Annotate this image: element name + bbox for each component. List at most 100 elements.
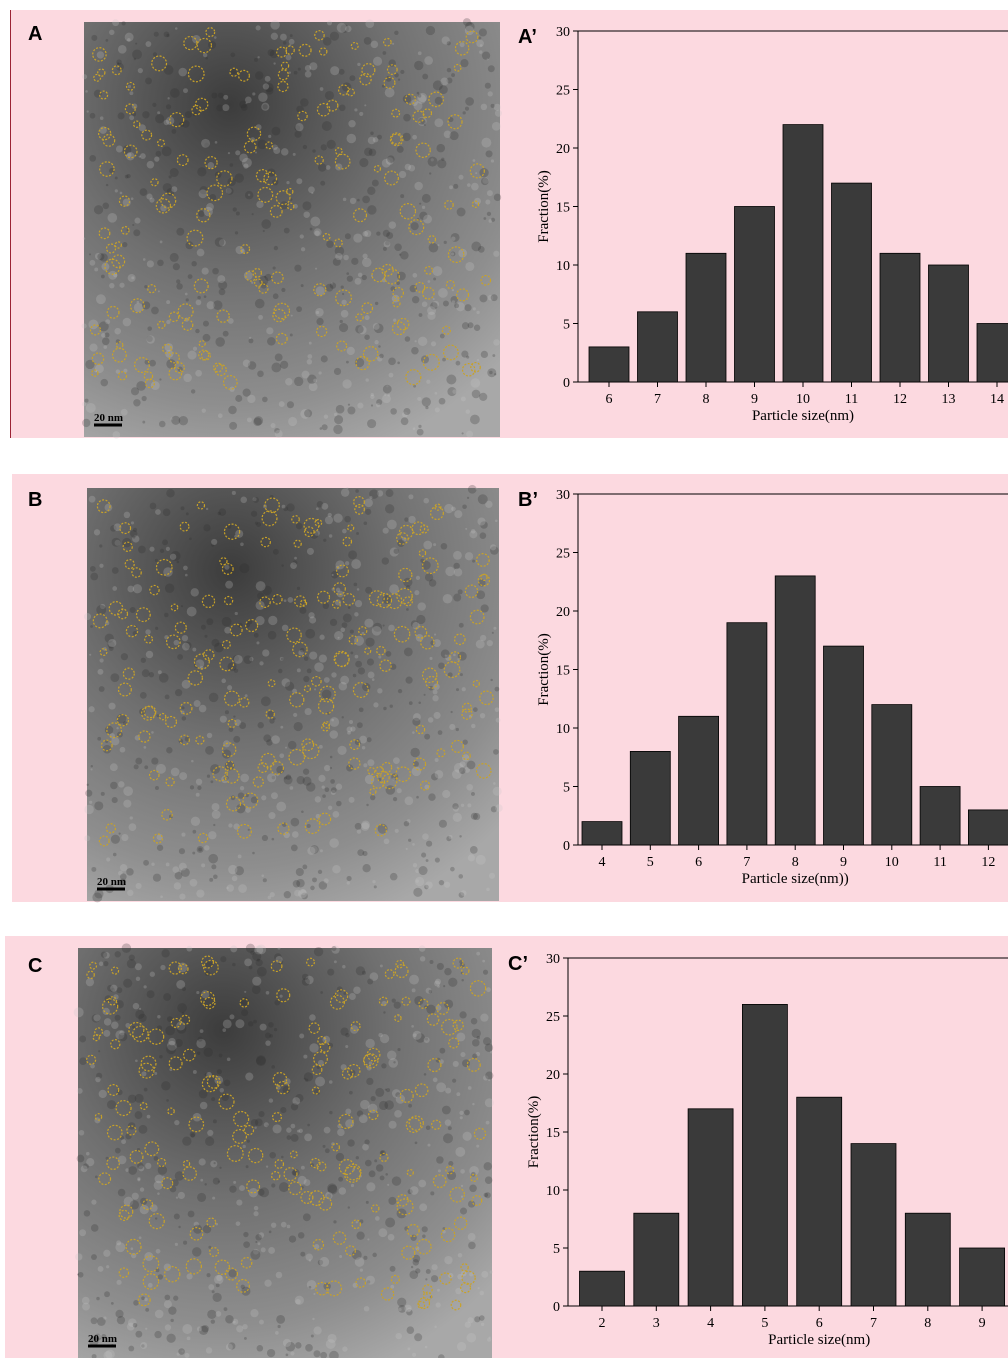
texture xyxy=(480,634,487,642)
texture xyxy=(413,101,423,111)
texture xyxy=(149,546,155,552)
texture xyxy=(271,792,278,800)
texture xyxy=(467,1232,476,1241)
texture xyxy=(268,615,278,626)
particle-marker xyxy=(259,596,271,608)
x-tick-label: 7 xyxy=(654,392,661,407)
texture xyxy=(420,355,430,364)
texture xyxy=(433,639,441,648)
texture xyxy=(273,1027,278,1032)
texture xyxy=(245,793,249,798)
texture xyxy=(252,951,262,961)
particle-marker xyxy=(202,649,215,661)
texture xyxy=(280,1106,287,1114)
texture xyxy=(149,197,155,203)
particle-marker xyxy=(394,964,409,979)
texture xyxy=(164,694,170,700)
texture xyxy=(242,388,251,397)
texture xyxy=(423,1073,427,1076)
texture xyxy=(212,267,219,275)
texture xyxy=(130,1247,134,1251)
texture xyxy=(293,712,298,718)
texture xyxy=(349,75,356,82)
particle-marker xyxy=(353,208,368,223)
texture xyxy=(255,1240,258,1243)
particle-marker xyxy=(383,170,399,186)
particle-marker xyxy=(168,311,180,323)
particle-marker xyxy=(408,1115,424,1131)
texture xyxy=(452,1078,457,1083)
texture xyxy=(125,1023,131,1028)
particle-marker xyxy=(399,1088,414,1103)
texture xyxy=(267,49,275,57)
texture xyxy=(256,944,267,955)
texture xyxy=(456,1032,466,1042)
texture xyxy=(108,638,117,648)
texture xyxy=(252,851,255,855)
texture xyxy=(343,991,347,995)
texture xyxy=(76,1088,83,1094)
texture xyxy=(89,259,96,266)
particle-marker xyxy=(261,510,278,527)
texture xyxy=(350,651,354,655)
particle-marker xyxy=(198,349,210,361)
particle-marker xyxy=(469,163,485,179)
texture xyxy=(460,396,466,402)
texture xyxy=(107,641,115,649)
x-tick-label: 12 xyxy=(981,855,995,870)
texture xyxy=(195,792,200,797)
texture xyxy=(235,394,243,402)
texture xyxy=(341,82,352,92)
particle-marker xyxy=(197,832,209,844)
texture xyxy=(423,693,426,696)
texture xyxy=(261,219,272,229)
texture xyxy=(90,1224,99,1232)
texture xyxy=(142,420,146,424)
texture xyxy=(253,632,259,638)
texture xyxy=(444,1119,452,1126)
texture xyxy=(299,606,307,614)
particle-marker xyxy=(270,1171,281,1181)
texture xyxy=(165,104,172,110)
texture xyxy=(126,868,134,876)
texture xyxy=(418,1179,427,1188)
texture xyxy=(335,252,343,261)
particle-marker xyxy=(243,1124,255,1136)
particle-marker xyxy=(288,1181,302,1196)
texture xyxy=(135,1330,143,1338)
texture xyxy=(349,629,354,634)
texture xyxy=(355,489,359,493)
texture xyxy=(434,1325,437,1328)
texture xyxy=(395,1092,401,1098)
texture xyxy=(118,832,121,835)
texture xyxy=(109,167,115,174)
texture xyxy=(269,718,275,724)
texture xyxy=(171,415,181,425)
texture xyxy=(155,626,159,630)
bar xyxy=(579,1270,625,1307)
texture xyxy=(181,634,189,642)
texture xyxy=(267,895,272,900)
texture xyxy=(424,1345,428,1349)
texture xyxy=(448,117,454,123)
texture xyxy=(227,151,231,155)
texture xyxy=(204,634,208,638)
particle-marker xyxy=(165,634,181,650)
texture xyxy=(228,1342,236,1350)
texture xyxy=(316,317,324,326)
texture xyxy=(334,246,345,256)
texture xyxy=(411,766,422,777)
texture xyxy=(428,989,433,994)
texture xyxy=(242,1323,248,1330)
texture xyxy=(281,564,284,567)
texture xyxy=(95,1076,101,1083)
texture xyxy=(141,1071,147,1077)
particle-marker xyxy=(384,969,395,979)
bar xyxy=(588,346,630,383)
texture xyxy=(456,1341,467,1352)
texture xyxy=(258,1232,265,1238)
texture xyxy=(272,293,279,300)
texture xyxy=(367,136,376,145)
particle-marker xyxy=(449,1186,465,1203)
texture xyxy=(174,871,183,880)
